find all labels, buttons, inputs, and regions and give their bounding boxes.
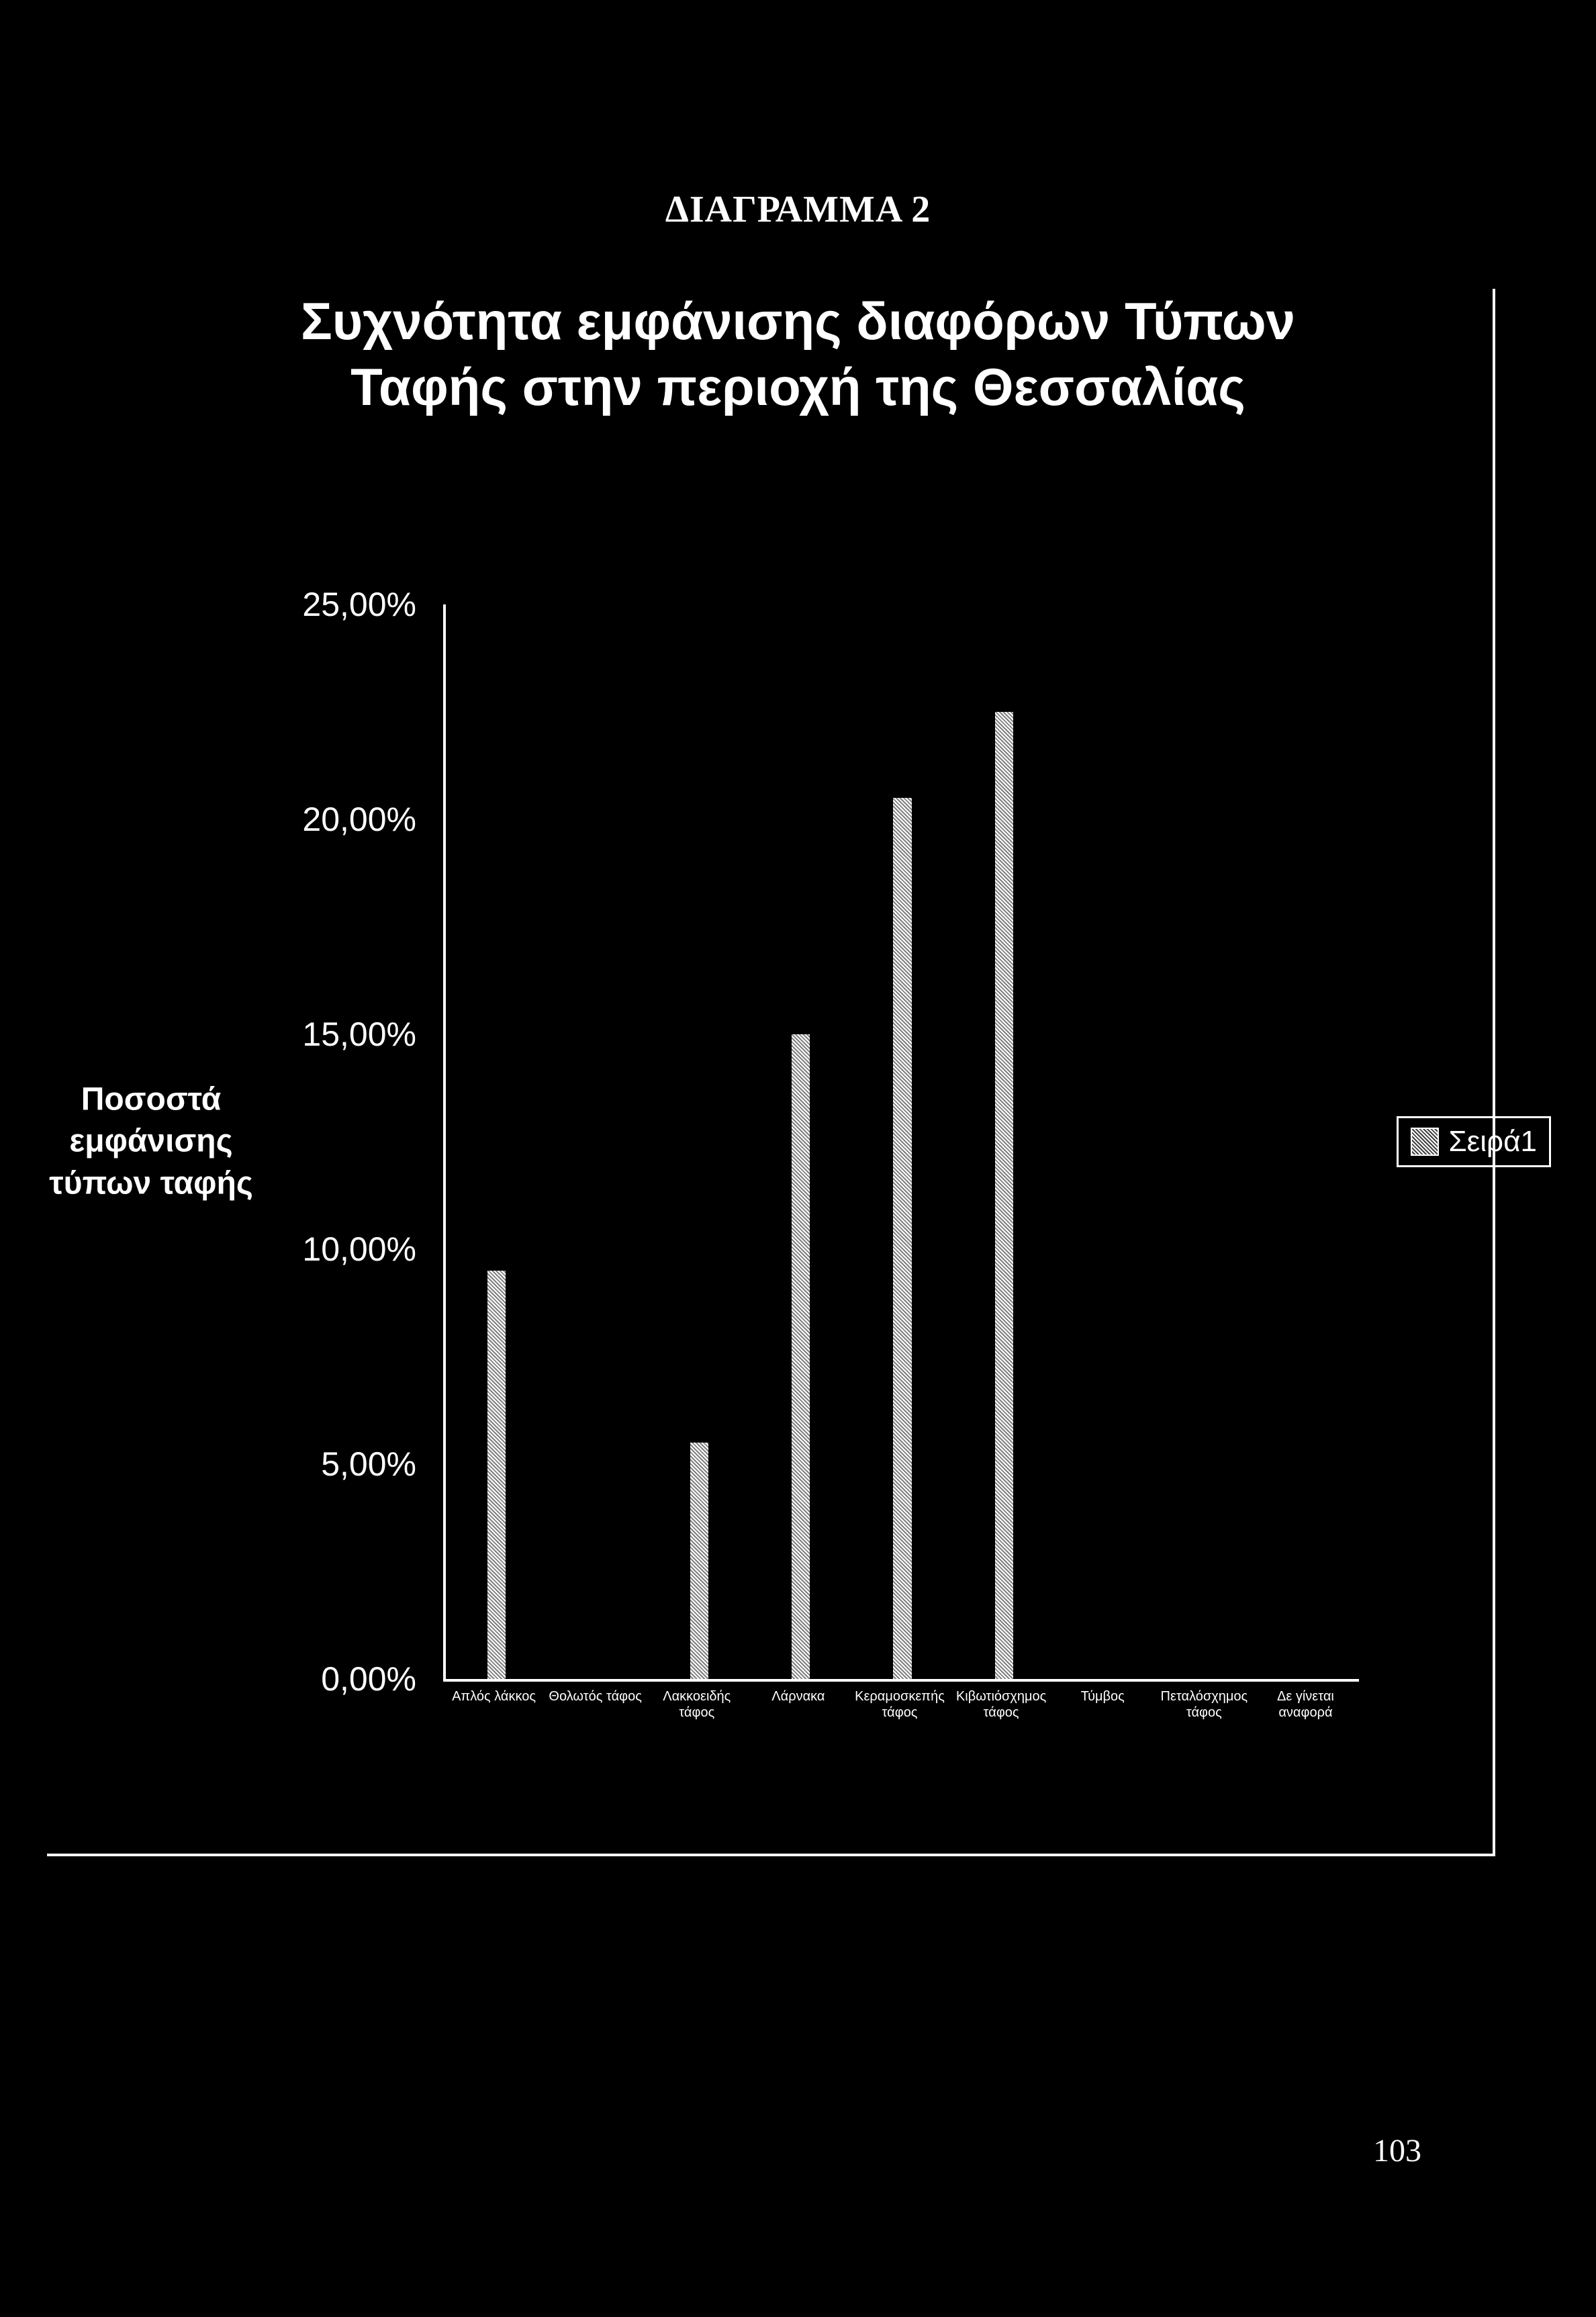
bar bbox=[487, 1271, 506, 1679]
y-tick-label: 5,00% bbox=[321, 1445, 416, 1484]
bar bbox=[893, 798, 911, 1679]
page-number: 103 bbox=[1373, 2132, 1421, 2169]
legend-box: Σειρά1 bbox=[1397, 1116, 1551, 1167]
y-tick-label: 20,00% bbox=[302, 800, 416, 839]
y-axis-title: Ποσοστά εμφάνισης τύπων ταφής bbox=[40, 1079, 262, 1204]
plot-area bbox=[443, 604, 1359, 1682]
x-tick-label: Κιβωτιόσχημος τάφος bbox=[951, 1688, 1052, 1721]
bar bbox=[995, 712, 1013, 1679]
x-tick-label: Λάρνακα bbox=[747, 1688, 849, 1705]
y-tick-label: 25,00% bbox=[302, 585, 416, 624]
chart-title-line-2: Ταφής στην περιοχή της Θεσσαλίας bbox=[350, 357, 1246, 416]
plot-wrap: Ποσοστά εμφάνισης τύπων ταφής 0,00%5,00%… bbox=[40, 604, 1558, 1679]
x-tick-label: Θολωτός τάφος bbox=[545, 1688, 646, 1705]
bar bbox=[690, 1443, 708, 1679]
x-tick-label: Λακκοειδής τάφος bbox=[646, 1688, 747, 1721]
y-ticks: 0,00%5,00%10,00%15,00%20,00%25,00% bbox=[262, 604, 430, 1679]
chart-title: Συχνότητα εμφάνισης διαφόρων Τύπων Ταφής… bbox=[0, 289, 1596, 420]
y-tick-label: 10,00% bbox=[302, 1230, 416, 1269]
legend-label: Σειρά1 bbox=[1448, 1125, 1537, 1158]
x-tick-label: Τύμβος bbox=[1052, 1688, 1154, 1705]
x-tick-label: Απλός λάκκος bbox=[443, 1688, 545, 1705]
page: ΔΙΑΓΡΑΜΜΑ 2 Συχνότητα εμφάνισης διαφόρων… bbox=[0, 0, 1596, 2317]
bar bbox=[792, 1034, 810, 1679]
chart-title-line-1: Συχνότητα εμφάνισης διαφόρων Τύπων bbox=[301, 291, 1295, 351]
x-tick-label: Πεταλόσχημος τάφος bbox=[1154, 1688, 1255, 1721]
frame-bottom-rule bbox=[47, 1854, 1495, 1856]
legend-swatch-icon bbox=[1411, 1128, 1439, 1156]
y-tick-label: 0,00% bbox=[321, 1660, 416, 1698]
x-tick-label: Δε γίνεται αναφορά bbox=[1255, 1688, 1356, 1721]
diagram-label: ΔΙΑΓΡΑΜΜΑ 2 bbox=[0, 188, 1596, 231]
x-tick-label: Κεραμοσκεπής τάφος bbox=[849, 1688, 950, 1721]
y-tick-label: 15,00% bbox=[302, 1015, 416, 1054]
